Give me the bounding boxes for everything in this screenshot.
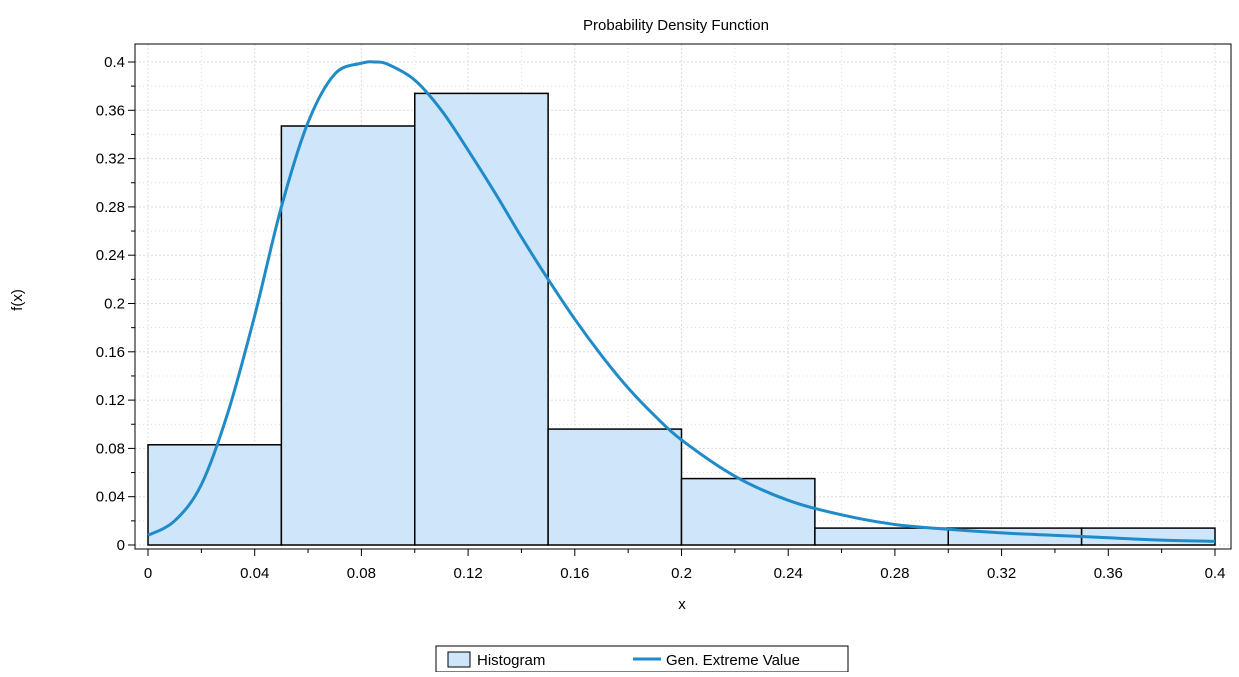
y-tick-label: 0.36 <box>96 102 125 119</box>
pdf-curve-layer <box>147 60 1216 543</box>
x-tick-label: 0.4 <box>1205 565 1226 582</box>
histogram-bar <box>814 527 949 546</box>
legend-line-label: Gen. Extreme Value <box>666 652 800 669</box>
y-tick-label: 0.24 <box>96 247 125 264</box>
histogram-bar <box>680 477 816 546</box>
x-tick-label: 0.28 <box>880 565 909 582</box>
x-tick-label: 0.12 <box>453 565 482 582</box>
x-tick-label: 0.24 <box>774 565 803 582</box>
x-tick-label: 0.2 <box>671 565 692 582</box>
y-axis-title: f(x) <box>9 289 26 311</box>
x-tick-label: 0.32 <box>987 565 1016 582</box>
axes: 0 0.04 0.08 0.12 0.16 0.2 0.24 0.28 0.32 0.36 0.4 0… <box>96 54 1226 582</box>
legend: Histogram Gen. Extreme Value <box>435 645 849 673</box>
y-tick-label: 0.4 <box>104 54 125 71</box>
histogram-bar <box>414 92 549 546</box>
y-tick-label: 0.12 <box>96 392 125 409</box>
x-axis-title: x <box>678 596 686 613</box>
x-tick-label: 0.36 <box>1094 565 1123 582</box>
pdf-curve <box>147 60 1216 543</box>
y-tick-label: 0 <box>117 537 125 554</box>
x-tick-label: 0.04 <box>240 565 269 582</box>
histogram-bar <box>280 125 416 546</box>
chart-title: Probability Density Function <box>583 17 769 34</box>
x-tick-label: 0.16 <box>560 565 589 582</box>
legend-histogram-swatch <box>447 651 471 668</box>
histogram-bars <box>147 92 1216 546</box>
y-tick-label: 0.16 <box>96 344 125 361</box>
x-tick-label: 0.08 <box>347 565 376 582</box>
y-tick-label: 0.28 <box>96 199 125 216</box>
plot-frame <box>134 43 1232 550</box>
y-tick-label: 0.2 <box>104 296 125 313</box>
histogram-bar <box>547 428 683 546</box>
histogram-bar <box>147 444 283 546</box>
y-tick-label: 0.04 <box>96 489 125 506</box>
x-tick-label: 0 <box>144 565 152 582</box>
y-tick-label: 0.32 <box>96 151 125 168</box>
y-tick-label: 0.08 <box>96 440 125 457</box>
legend-histogram-label: Histogram <box>477 652 545 669</box>
